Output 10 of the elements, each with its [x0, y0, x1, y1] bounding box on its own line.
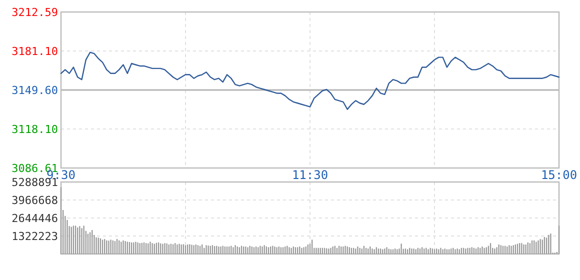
y-tick-label: 3118.10	[12, 122, 58, 136]
y-tick-label: 3212.59	[12, 6, 58, 19]
line-series	[60, 52, 560, 110]
y-tick-label: 3181.10	[12, 44, 58, 58]
y-tick-label: 3966668	[12, 194, 58, 207]
y-tick-label: 2644446	[12, 212, 58, 225]
x-tick-label: 15:00	[540, 168, 578, 182]
y-tick-label: 3149.60	[12, 84, 58, 97]
x-tick-label: 11:30	[292, 168, 328, 182]
y-tick-label: 1322223	[12, 230, 58, 243]
